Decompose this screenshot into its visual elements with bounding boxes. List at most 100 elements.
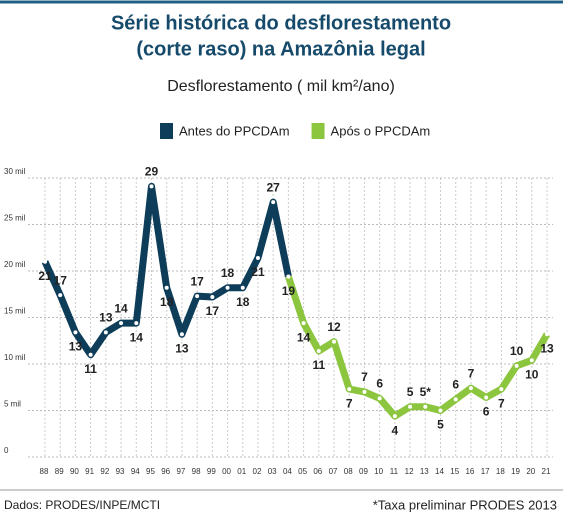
data-label: 29: [145, 165, 159, 179]
data-label: 18: [221, 266, 235, 280]
data-label: 10: [525, 367, 539, 381]
x-tick-label: 20: [526, 467, 535, 476]
point: [164, 285, 169, 290]
point: [119, 321, 124, 326]
y-tick-label: 15 mil: [4, 307, 26, 316]
x-tick-label: 97: [176, 467, 185, 476]
legend-label: Após o PPCDAm: [331, 123, 431, 138]
point: [377, 396, 382, 401]
point: [195, 294, 200, 299]
x-tick-label: 03: [268, 467, 277, 476]
data-label: 14: [130, 330, 144, 344]
point: [392, 414, 397, 419]
x-tick-label: 02: [253, 467, 262, 476]
data-label: 18: [236, 295, 250, 309]
source: Dados: PRODES/INPE/MCTI: [4, 498, 160, 512]
x-tick-label: 96: [161, 467, 170, 476]
data-label: 17: [190, 274, 204, 288]
data-label: 21: [38, 269, 52, 283]
data-label: 6: [376, 377, 383, 391]
data-label: 13: [99, 311, 113, 325]
y-tick-label: 20 mil: [4, 260, 26, 269]
x-tick-label: 16: [465, 467, 474, 476]
point: [301, 321, 306, 326]
x-tick-label: 90: [70, 467, 79, 476]
point: [468, 386, 473, 391]
point: [423, 404, 428, 409]
series-line: [285, 275, 551, 420]
data-label: 19: [282, 284, 296, 298]
point: [362, 389, 367, 394]
x-tick-label: 06: [313, 467, 322, 476]
point: [514, 363, 519, 368]
point: [43, 259, 47, 264]
x-tick-label: 01: [237, 467, 246, 476]
point: [545, 332, 549, 337]
x-tick-label: 98: [192, 467, 201, 476]
point: [332, 339, 337, 344]
data-label: 4: [392, 423, 399, 437]
point: [88, 352, 93, 357]
x-tick-label: 18: [496, 467, 505, 476]
point: [529, 358, 534, 363]
y-tick-label: 10 mil: [4, 353, 26, 362]
point: [225, 285, 230, 290]
point: [134, 321, 139, 326]
data-label: 7: [346, 396, 353, 410]
point: [255, 255, 260, 260]
data-label: 13: [69, 340, 83, 354]
x-tick-label: 04: [283, 467, 292, 476]
x-tick-label: 11: [390, 467, 399, 476]
data-label: 17: [206, 304, 220, 318]
x-tick-label: 00: [222, 467, 231, 476]
subtitle: Desflorestamento ( mil km²/ano): [167, 78, 395, 95]
chart-title: Série histórica do desflorestamento: [111, 12, 451, 34]
x-tick-label: 10: [374, 467, 383, 476]
x-tick-label: 17: [481, 467, 490, 476]
data-label: 11: [84, 362, 97, 376]
legend-swatch: [160, 123, 173, 139]
x-tick-label: 91: [85, 467, 94, 476]
point: [347, 387, 352, 392]
x-tick-label: 13: [420, 467, 429, 476]
point: [286, 274, 291, 279]
point: [438, 408, 443, 413]
footnote: *Taxa preliminar PRODES 2013: [373, 497, 557, 512]
data-label: 7: [361, 370, 368, 384]
point: [103, 330, 108, 335]
legend-swatch: [311, 123, 325, 139]
y-tick-label: 0: [4, 446, 9, 455]
point: [316, 348, 321, 353]
point: [408, 404, 413, 409]
point: [484, 395, 489, 400]
data-label: 11: [312, 358, 325, 372]
data-label: 6: [483, 405, 490, 419]
point: [210, 295, 215, 300]
x-tick-label: 88: [40, 467, 49, 476]
data-label: 10: [510, 344, 524, 358]
x-tick-label: 95: [146, 467, 155, 476]
point: [271, 200, 276, 205]
data-label: 27: [267, 180, 281, 194]
x-tick-label: 89: [55, 467, 64, 476]
point: [73, 330, 78, 335]
chart-title: (corte raso) na Amazônia legal: [136, 38, 425, 60]
x-tick-label: 99: [207, 467, 216, 476]
legend-label: Antes do PPCDAm: [179, 123, 290, 138]
y-tick-label: 30 mil: [4, 167, 26, 176]
x-tick-label: 93: [116, 467, 125, 476]
x-tick-label: 05: [298, 467, 307, 476]
x-tick-label: 15: [450, 467, 459, 476]
data-label: 18: [160, 295, 174, 309]
x-tick-label: 94: [131, 467, 140, 476]
x-tick-label: 21: [542, 467, 551, 476]
data-label: 5: [437, 418, 444, 432]
point: [179, 332, 184, 337]
data-label: 12: [327, 320, 341, 334]
x-tick-label: 09: [359, 467, 368, 476]
y-tick-label: 5 mil: [4, 400, 21, 409]
y-tick-label: 25 mil: [4, 214, 26, 223]
data-label: 7: [468, 366, 475, 380]
data-label: 6: [452, 378, 459, 392]
